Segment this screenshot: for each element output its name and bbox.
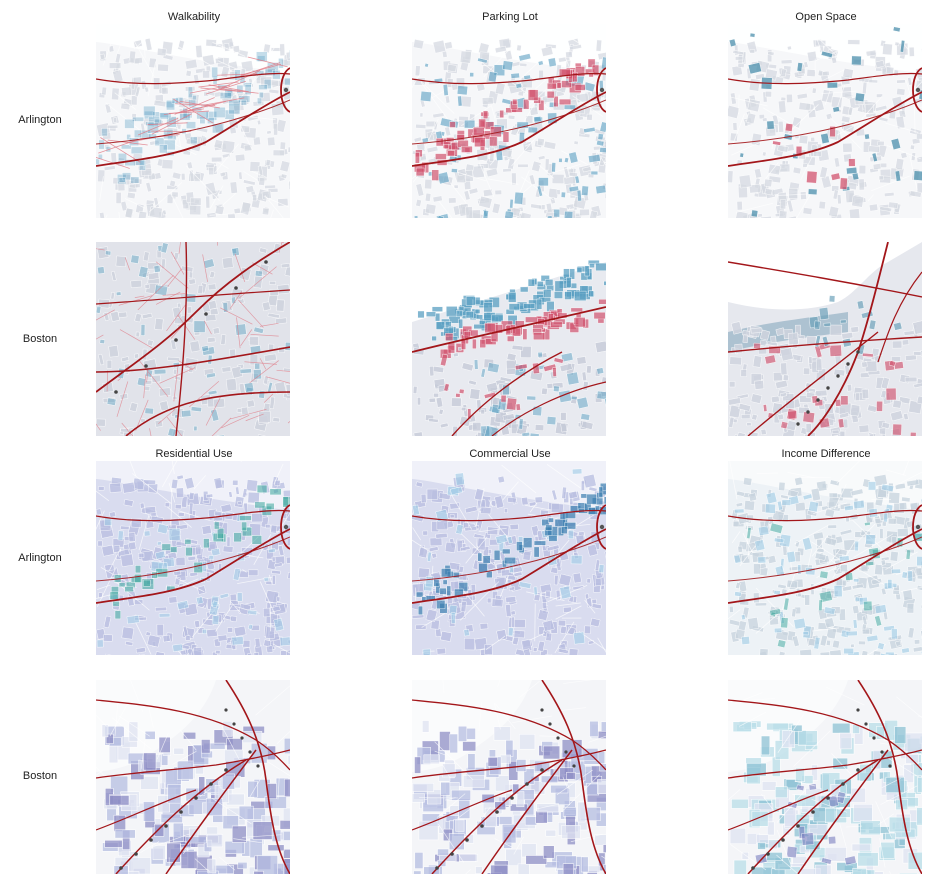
- map-arlington-walkability: [96, 24, 290, 218]
- map-boston-parking-lot: [412, 242, 606, 436]
- map-arlington-parking-lot: [412, 24, 606, 218]
- map-boston-open-space: [728, 242, 922, 436]
- map-boston-commercial-use: [412, 680, 606, 874]
- map-arlington-residential-use-graphic: [96, 461, 290, 655]
- map-boston-residential-use: [96, 680, 290, 874]
- column-title-income-difference: Income Difference: [781, 448, 871, 460]
- map-arlington-commercial-use: [412, 461, 606, 655]
- column-title-commercial-use: Commercial Use: [469, 448, 551, 460]
- row-label-boston-1: Boston: [22, 333, 58, 345]
- map-boston-income-difference-graphic: [728, 680, 922, 874]
- map-boston-residential-use-graphic: [96, 680, 290, 874]
- map-boston-open-space-graphic: [728, 242, 922, 436]
- column-title-parking-lot: Parking Lot: [482, 11, 538, 23]
- row-label-arlington-1: Arlington: [18, 114, 62, 126]
- map-arlington-income-difference: [728, 461, 922, 655]
- column-title-residential-use: Residential Use: [155, 448, 233, 460]
- map-boston-walkability-graphic: [96, 242, 290, 436]
- map-arlington-open-space-graphic: [728, 24, 922, 218]
- map-boston-income-difference: [728, 680, 922, 874]
- map-arlington-open-space: [728, 24, 922, 218]
- column-title-walkability: Walkability: [167, 11, 221, 23]
- map-boston-walkability: [96, 242, 290, 436]
- map-arlington-walkability-graphic: [96, 24, 290, 218]
- row-label-arlington-2: Arlington: [18, 552, 62, 564]
- row-label-boston-2: Boston: [22, 770, 58, 782]
- map-arlington-parking-lot-graphic: [412, 24, 606, 218]
- map-arlington-income-difference-graphic: [728, 461, 922, 655]
- map-arlington-residential-use: [96, 461, 290, 655]
- map-boston-commercial-use-graphic: [412, 680, 606, 874]
- map-boston-parking-lot-graphic: [412, 242, 606, 436]
- column-title-open-space: Open Space: [795, 11, 857, 23]
- map-arlington-commercial-use-graphic: [412, 461, 606, 655]
